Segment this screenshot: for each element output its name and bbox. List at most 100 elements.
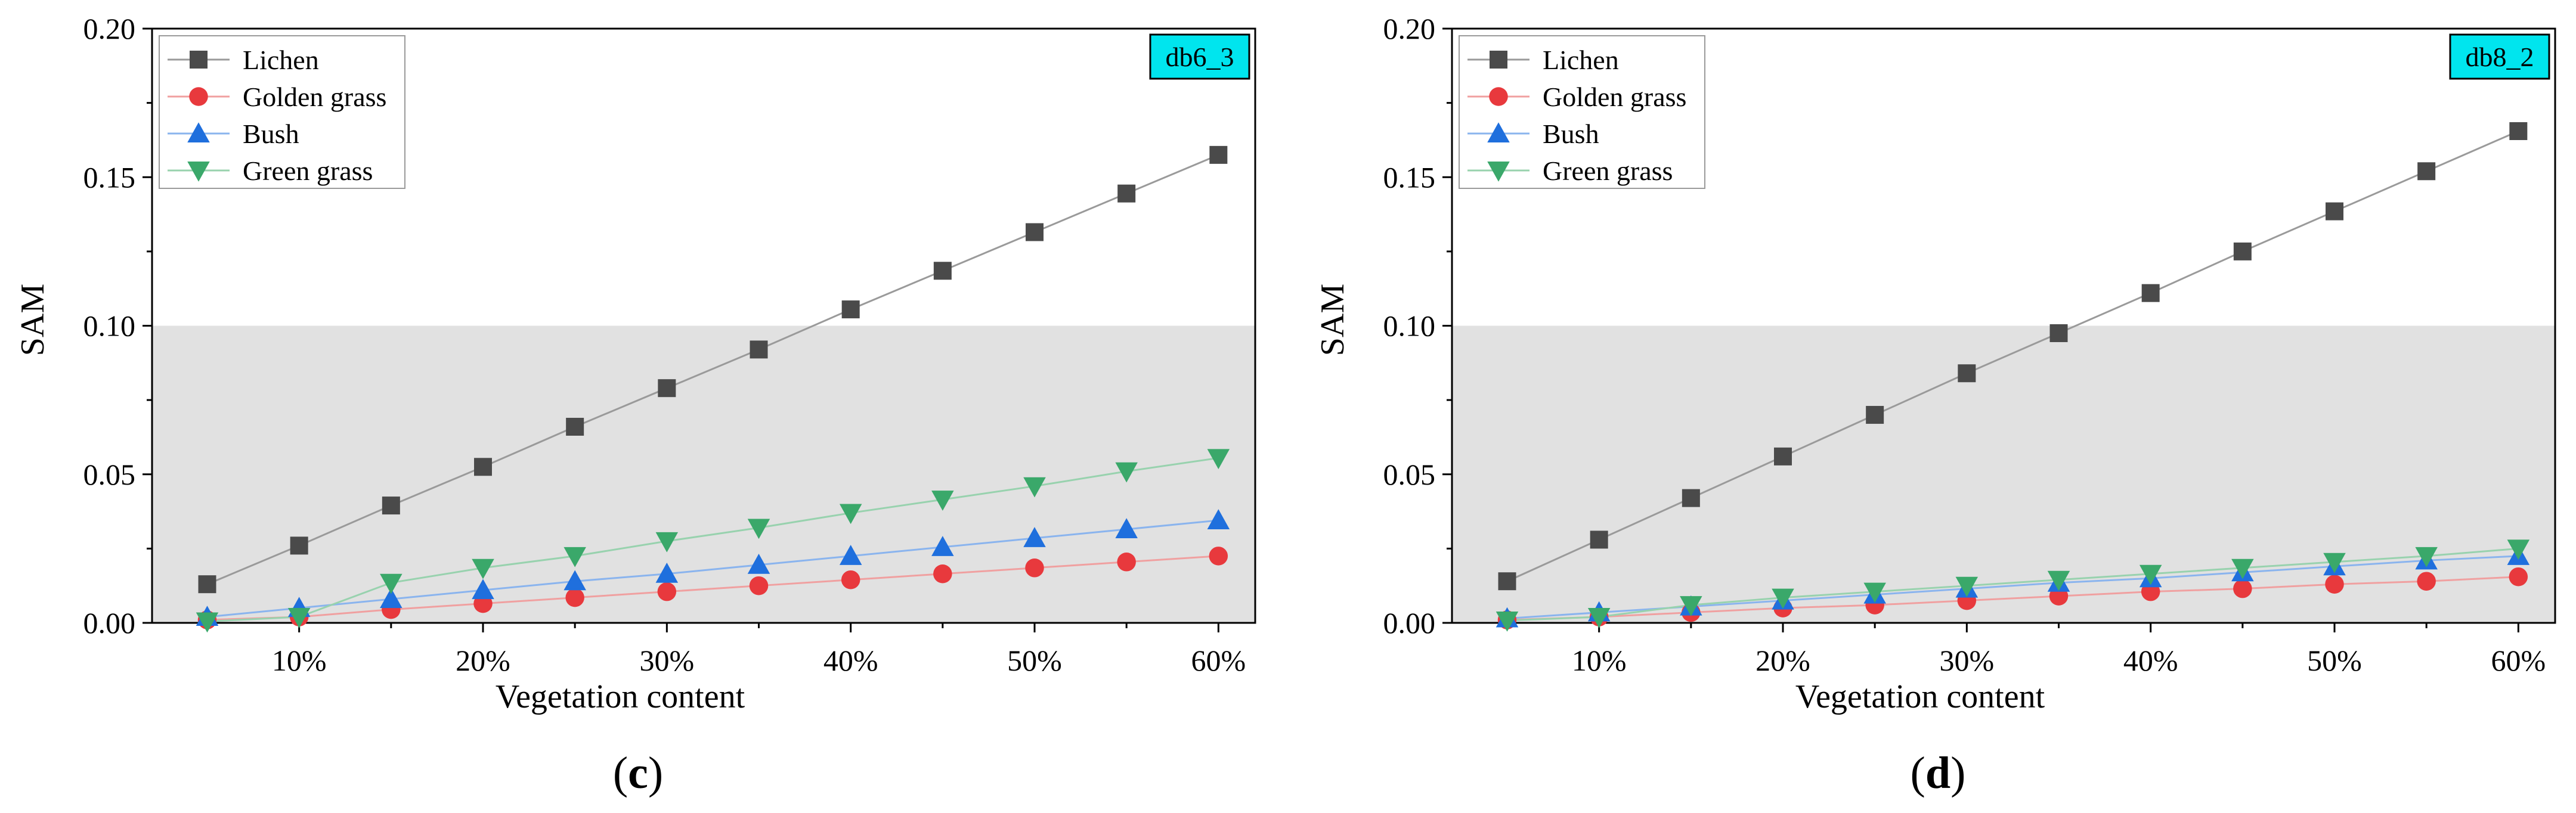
data-point xyxy=(1207,449,1230,470)
y-tick-label: 0.00 xyxy=(1383,606,1436,640)
data-point xyxy=(380,588,402,609)
data-point xyxy=(564,570,586,591)
data-point xyxy=(747,519,770,539)
x-tick-label: 30% xyxy=(1940,644,1995,677)
data-point xyxy=(2326,202,2343,221)
panel-caption-open: ( xyxy=(1911,748,1925,798)
legend-marker xyxy=(187,122,210,142)
legend-marker xyxy=(1487,162,1510,182)
data-point xyxy=(1026,223,1044,241)
data-point xyxy=(2047,570,2070,591)
panel-tag: db8_2 xyxy=(2466,42,2534,72)
x-tick-label: 50% xyxy=(1007,644,1062,677)
x-tick-label: 60% xyxy=(2491,644,2546,677)
data-point xyxy=(1115,518,1138,538)
x-axis-title: Vegetation content xyxy=(1795,678,2045,715)
data-point xyxy=(1680,596,1702,616)
data-point xyxy=(1207,509,1230,530)
data-point xyxy=(2415,547,2438,567)
series-3-points xyxy=(1496,539,2530,632)
y-tick-label: 0.05 xyxy=(1383,458,1436,491)
legend-marker xyxy=(190,51,208,69)
series-line-2 xyxy=(207,519,1219,618)
panel-tag-box xyxy=(2449,33,2550,80)
data-point xyxy=(287,608,311,628)
data-point xyxy=(1117,553,1136,572)
panel-caption-open: ( xyxy=(613,748,628,798)
data-point xyxy=(658,379,676,398)
panel-tag-box xyxy=(1149,33,1250,80)
data-point xyxy=(1023,527,1046,547)
data-point xyxy=(1496,612,1519,632)
data-point xyxy=(931,491,954,511)
data-point xyxy=(750,340,768,359)
series-0-points xyxy=(1498,122,2528,591)
data-point xyxy=(747,554,770,574)
data-point xyxy=(1772,588,1794,609)
legend-label: Bush xyxy=(243,119,299,149)
data-point xyxy=(472,579,494,600)
data-point xyxy=(1958,364,1976,383)
panel-caption-close: ) xyxy=(648,748,663,798)
legend-label: Golden grass xyxy=(1543,82,1686,112)
data-point xyxy=(2509,122,2528,140)
legend-marker xyxy=(1489,87,1508,106)
data-point xyxy=(933,262,952,280)
data-point xyxy=(2231,558,2254,579)
data-point xyxy=(841,570,860,589)
x-axis-title: Vegetation content xyxy=(496,678,745,715)
y-tick-label: 0.15 xyxy=(83,160,136,194)
legend-label: Bush xyxy=(1543,119,1599,149)
x-tick-label: 20% xyxy=(1755,644,1810,677)
panel-caption-letter: c xyxy=(628,748,648,798)
data-point xyxy=(2507,539,2530,560)
data-point xyxy=(1863,582,1886,603)
data-point xyxy=(1587,608,1611,628)
data-point xyxy=(2509,567,2528,587)
data-point xyxy=(1209,145,1228,164)
data-point xyxy=(931,536,954,556)
x-tick-label: 40% xyxy=(2123,644,2178,677)
data-point xyxy=(1682,489,1700,507)
data-point xyxy=(380,573,402,594)
data-point xyxy=(2233,242,2252,260)
x-tick-label: 40% xyxy=(823,644,878,677)
y-tick-label: 0.10 xyxy=(1383,309,1436,343)
data-point xyxy=(1117,184,1136,203)
data-point xyxy=(2139,564,2162,585)
legend-label: Lichen xyxy=(243,45,319,75)
data-point xyxy=(1866,406,1884,424)
data-point xyxy=(2323,553,2346,573)
data-point xyxy=(655,562,679,583)
data-point xyxy=(1774,447,1792,466)
shaded-region xyxy=(1452,325,2555,623)
series-line-1 xyxy=(1507,576,2519,621)
series-0-points xyxy=(198,145,1228,594)
panel-tag: db6_3 xyxy=(1166,42,1234,72)
x-tick-label: 60% xyxy=(1191,644,1246,677)
shaded-region xyxy=(152,325,1255,623)
data-point xyxy=(839,504,862,525)
data-point xyxy=(2417,572,2436,591)
data-point xyxy=(933,564,952,584)
panel-caption: (c) xyxy=(613,748,663,798)
y-axis-title: SAM xyxy=(14,284,51,356)
panel-caption: (d) xyxy=(1911,748,1966,798)
y-tick-label: 0.05 xyxy=(83,458,136,491)
legend-marker xyxy=(189,87,208,106)
x-tick-label: 10% xyxy=(1572,644,1627,677)
data-point xyxy=(1023,477,1046,498)
data-point xyxy=(564,547,586,567)
data-point xyxy=(1590,530,1608,549)
data-point xyxy=(1498,572,1516,591)
data-point xyxy=(841,300,860,319)
data-point xyxy=(196,612,219,633)
data-point xyxy=(1025,558,1044,578)
data-point xyxy=(1209,547,1228,566)
y-tick-label: 0.15 xyxy=(1383,160,1436,194)
data-point xyxy=(2417,162,2436,181)
data-point xyxy=(655,532,679,553)
x-tick-label: 50% xyxy=(2307,644,2362,677)
x-tick-label: 30% xyxy=(640,644,695,677)
